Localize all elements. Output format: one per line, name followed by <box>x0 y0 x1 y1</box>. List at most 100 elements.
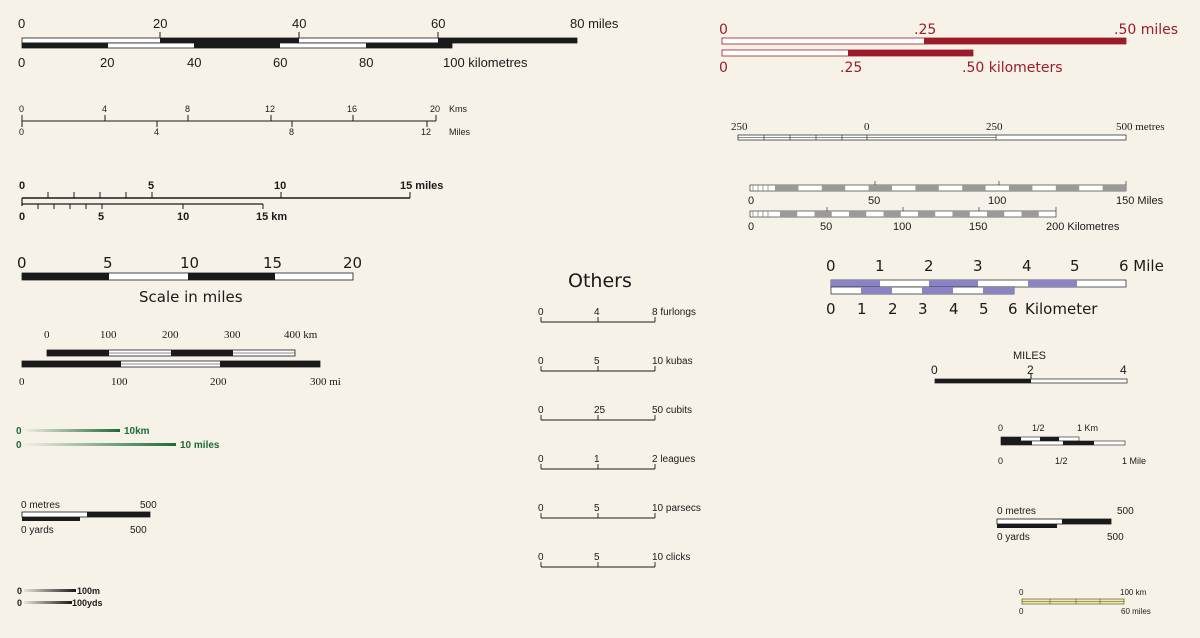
tick-label: 1 <box>875 257 885 275</box>
tick-label: 0 <box>19 127 24 137</box>
tick-label: 5 <box>594 356 600 367</box>
tick-label: 100 <box>100 329 117 341</box>
scale-bar-checkered-miles-kilometres: 0 50 100 150 Miles 0 50 100 150 200 Kilo… <box>748 181 1164 233</box>
tick-label: 10 miles <box>180 440 220 451</box>
bar-segment <box>775 185 799 191</box>
tick-label: 0 <box>17 586 22 596</box>
tick-label: 100 <box>988 195 1006 207</box>
tick-label: 50 cubits <box>652 405 692 416</box>
bar-segment <box>438 38 577 43</box>
tick-label: 0 <box>864 121 870 133</box>
tick-label: 0 <box>18 16 25 31</box>
scale-bar-metres-yards: 0 metres 500 0 yards 500 <box>21 500 157 536</box>
tick-label: 100yds <box>72 598 103 608</box>
others-scale-row: 0 25 50 cubits <box>538 405 692 421</box>
tick-label: 150 Miles <box>1116 195 1164 207</box>
tick-label: 8 furlongs <box>652 307 696 318</box>
unit-label: Miles <box>449 127 471 137</box>
tick-label: 4 <box>1120 363 1127 377</box>
tick-label: 150 <box>969 221 987 233</box>
tick-label: 2 <box>888 300 898 318</box>
bar-segment <box>962 185 986 191</box>
tick-label: 0 <box>1019 588 1024 597</box>
tick-label: 4 <box>1022 257 1032 275</box>
tick-label: 0 <box>16 426 22 437</box>
bar-segment <box>849 211 867 217</box>
tick-label: 10 <box>274 180 286 192</box>
scale-bar-purple-mile-kilometer: 0 1 2 3 4 5 6 Mile 0 1 2 3 4 5 6 Kilomet… <box>826 257 1164 318</box>
unit-label: Kms <box>449 104 468 114</box>
bar-segment <box>1055 185 1080 191</box>
tick-label: 50 <box>820 221 832 233</box>
tick-label: 40 <box>187 55 201 70</box>
tick-label: 200 <box>210 376 227 388</box>
tick-label: 0 <box>16 440 22 451</box>
tick-label: 0 metres <box>21 500 60 511</box>
tick-label: 0 <box>748 195 754 207</box>
bar-segment <box>883 211 901 217</box>
tick-label: 0 <box>538 405 544 416</box>
tick-label: 0 <box>719 60 728 76</box>
tick-label: 5 <box>98 211 104 223</box>
scale-bar-kms-miles: 0 4 8 12 16 20 Kms 0 4 8 12 Miles <box>19 104 471 137</box>
tick-label: 25 <box>594 405 606 416</box>
tick-label: 1 Km <box>1077 423 1098 433</box>
tick-label: 3 <box>973 257 983 275</box>
bar-segment <box>821 185 846 191</box>
tick-label: 250 <box>731 121 748 133</box>
tick-label: 1 <box>857 300 867 318</box>
tick-label: 5 <box>979 300 989 318</box>
tick-label: 5 <box>1070 257 1080 275</box>
bar-segment <box>952 211 970 217</box>
tick-label: 10 kubas <box>652 356 693 367</box>
tick-label: 100 kilometres <box>443 55 528 70</box>
tick-label: 15 miles <box>400 180 443 192</box>
unit-label: Kilometer <box>1025 300 1098 318</box>
others-scale-row: 0 5 10 clicks <box>538 552 690 568</box>
tick-label: 1/2 <box>1032 423 1045 433</box>
tick-label: 80 miles <box>570 16 619 31</box>
tick-label: 500 <box>130 525 147 536</box>
tick-label: 10km <box>124 426 150 437</box>
tick-label: 0 <box>719 22 728 38</box>
tick-label: 12 <box>265 104 275 114</box>
tick-label: 4 <box>949 300 959 318</box>
tick-label: 200 Kilometres <box>1046 221 1120 233</box>
tick-label: 500 <box>1107 532 1124 543</box>
tick-label: 500 <box>1117 506 1134 517</box>
tick-label: 1/2 <box>1055 456 1068 466</box>
others-scale-row: 0 5 10 parsecs <box>538 503 701 519</box>
tick-label: 0 <box>44 329 50 341</box>
tick-label: 200 <box>162 329 179 341</box>
tick-label: 0 <box>19 180 25 192</box>
bar-segment <box>160 38 299 43</box>
tick-label: 500 <box>140 500 157 511</box>
scale-bar-km-mi: 0 100 200 300 400 km 0 100 200 300 mi <box>19 329 341 388</box>
tick-label: .25 <box>914 22 936 38</box>
tick-label: 0 <box>826 257 836 275</box>
tick-label: 8 <box>185 104 190 114</box>
scale-bar-scale-in-miles: 0 5 10 15 20 Scale in miles <box>17 254 362 306</box>
scale-bar-km-mile: 0 1/2 1 Km 0 1/2 1 Mile <box>998 423 1146 466</box>
tick-label: 16 <box>347 104 357 114</box>
bar-segment <box>1021 211 1039 217</box>
scale-bar-miles-kilometres: 0 20 40 60 80 miles 0 20 40 60 80 100 ki… <box>18 16 619 70</box>
tick-label: 100 <box>111 376 128 388</box>
tick-label: 6 Mile <box>1119 257 1164 275</box>
tick-label: 400 km <box>284 329 318 341</box>
tick-label: 10 <box>177 211 189 223</box>
tick-label: 250 <box>986 121 1003 133</box>
tick-label: 0 <box>538 454 544 465</box>
bar-segment <box>1102 185 1126 191</box>
tick-label: 80 <box>359 55 373 70</box>
bar-segment <box>1009 185 1033 191</box>
others-title: Others <box>568 270 632 292</box>
tick-label: 50 <box>868 195 880 207</box>
bar-segment <box>814 211 832 217</box>
tick-label: 0 <box>538 503 544 514</box>
tick-label: 0 <box>19 211 25 223</box>
bar-segment <box>780 211 798 217</box>
tick-label: 0 <box>17 254 27 272</box>
tick-label: 12 <box>421 127 431 137</box>
